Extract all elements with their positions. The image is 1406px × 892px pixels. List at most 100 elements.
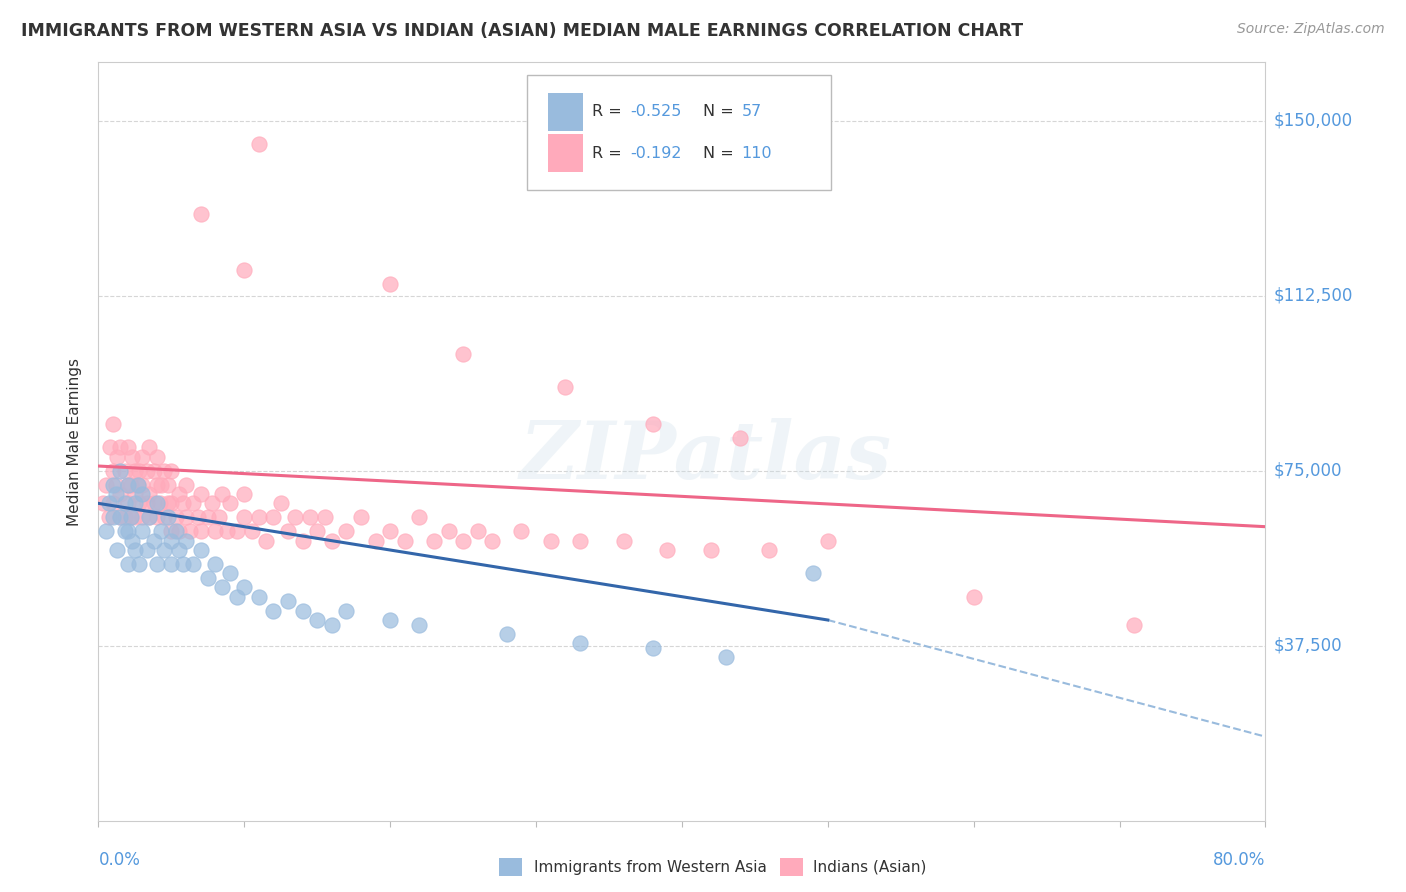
Point — [94, 524, 117, 539]
Point — [124, 510, 146, 524]
Point — [105, 543, 128, 558]
Point — [700, 543, 723, 558]
Point — [730, 431, 752, 445]
Point — [277, 594, 299, 608]
Text: $75,000: $75,000 — [1274, 462, 1343, 480]
Point — [128, 496, 150, 510]
Point — [105, 450, 128, 464]
Point — [233, 487, 256, 501]
Point — [157, 510, 180, 524]
Text: $37,500: $37,500 — [1274, 637, 1343, 655]
Point — [172, 557, 194, 571]
Point — [104, 487, 127, 501]
Text: IMMIGRANTS FROM WESTERN ASIA VS INDIAN (ASIAN) MEDIAN MALE EARNINGS CORRELATION : IMMIGRANTS FROM WESTERN ASIA VS INDIAN (… — [21, 22, 1024, 40]
Text: N =: N = — [703, 146, 738, 161]
Point — [110, 510, 132, 524]
Point — [451, 347, 474, 361]
Point — [247, 590, 270, 604]
Point — [394, 533, 416, 548]
Point — [160, 533, 183, 548]
Text: R =: R = — [592, 146, 627, 161]
Point — [437, 524, 460, 539]
Text: 110: 110 — [741, 146, 772, 161]
Point — [157, 496, 180, 510]
Point — [131, 487, 153, 501]
Point — [270, 496, 292, 510]
Point — [101, 464, 124, 478]
Point — [190, 543, 212, 558]
Point — [128, 464, 150, 478]
Point — [568, 533, 591, 548]
Point — [91, 496, 114, 510]
Point — [204, 557, 226, 571]
Point — [167, 524, 190, 539]
Point — [165, 510, 187, 524]
Point — [114, 510, 136, 524]
Point — [124, 487, 146, 501]
Point — [962, 590, 984, 604]
Point — [197, 571, 219, 585]
Point — [423, 533, 446, 548]
Point — [181, 557, 204, 571]
Point — [657, 543, 679, 558]
Y-axis label: Median Male Earnings: Median Male Earnings — [67, 358, 83, 525]
Text: R =: R = — [592, 104, 627, 120]
Point — [218, 496, 240, 510]
Point — [117, 477, 139, 491]
Point — [124, 543, 146, 558]
Point — [160, 524, 183, 539]
Point — [481, 533, 503, 548]
Point — [121, 533, 143, 548]
Point — [174, 477, 197, 491]
Point — [218, 566, 240, 581]
Point — [153, 543, 176, 558]
Point — [160, 464, 183, 478]
Point — [131, 477, 153, 491]
Point — [307, 524, 329, 539]
Point — [142, 496, 165, 510]
Point — [172, 496, 194, 510]
Point — [226, 524, 249, 539]
FancyBboxPatch shape — [527, 75, 831, 190]
Point — [98, 441, 121, 455]
Text: 80.0%: 80.0% — [1213, 851, 1265, 869]
Point — [142, 464, 165, 478]
Point — [142, 533, 165, 548]
Point — [298, 510, 321, 524]
Point — [127, 477, 149, 491]
Point — [179, 524, 201, 539]
Text: N =: N = — [703, 104, 738, 120]
Point — [138, 510, 160, 524]
Point — [146, 510, 169, 524]
Point — [364, 533, 387, 548]
Text: Indians (Asian): Indians (Asian) — [813, 860, 927, 874]
Point — [510, 524, 533, 539]
Point — [135, 464, 157, 478]
Point — [314, 510, 336, 524]
Point — [101, 496, 124, 510]
Point — [110, 441, 132, 455]
Point — [641, 640, 664, 655]
Point — [146, 450, 169, 464]
Point — [215, 524, 238, 539]
Point — [190, 207, 212, 221]
Point — [138, 441, 160, 455]
Point — [110, 510, 132, 524]
Point — [187, 510, 209, 524]
Point — [128, 557, 150, 571]
Point — [146, 557, 169, 571]
Point — [408, 510, 430, 524]
Text: $150,000: $150,000 — [1274, 112, 1353, 129]
Point — [758, 543, 780, 558]
Point — [153, 464, 176, 478]
Point — [135, 543, 157, 558]
Point — [101, 417, 124, 431]
Point — [612, 533, 634, 548]
Point — [262, 510, 284, 524]
Point — [101, 477, 124, 491]
Point — [380, 524, 402, 539]
Point — [120, 510, 142, 524]
Point — [117, 496, 139, 510]
Point — [1123, 617, 1146, 632]
Point — [335, 604, 357, 618]
